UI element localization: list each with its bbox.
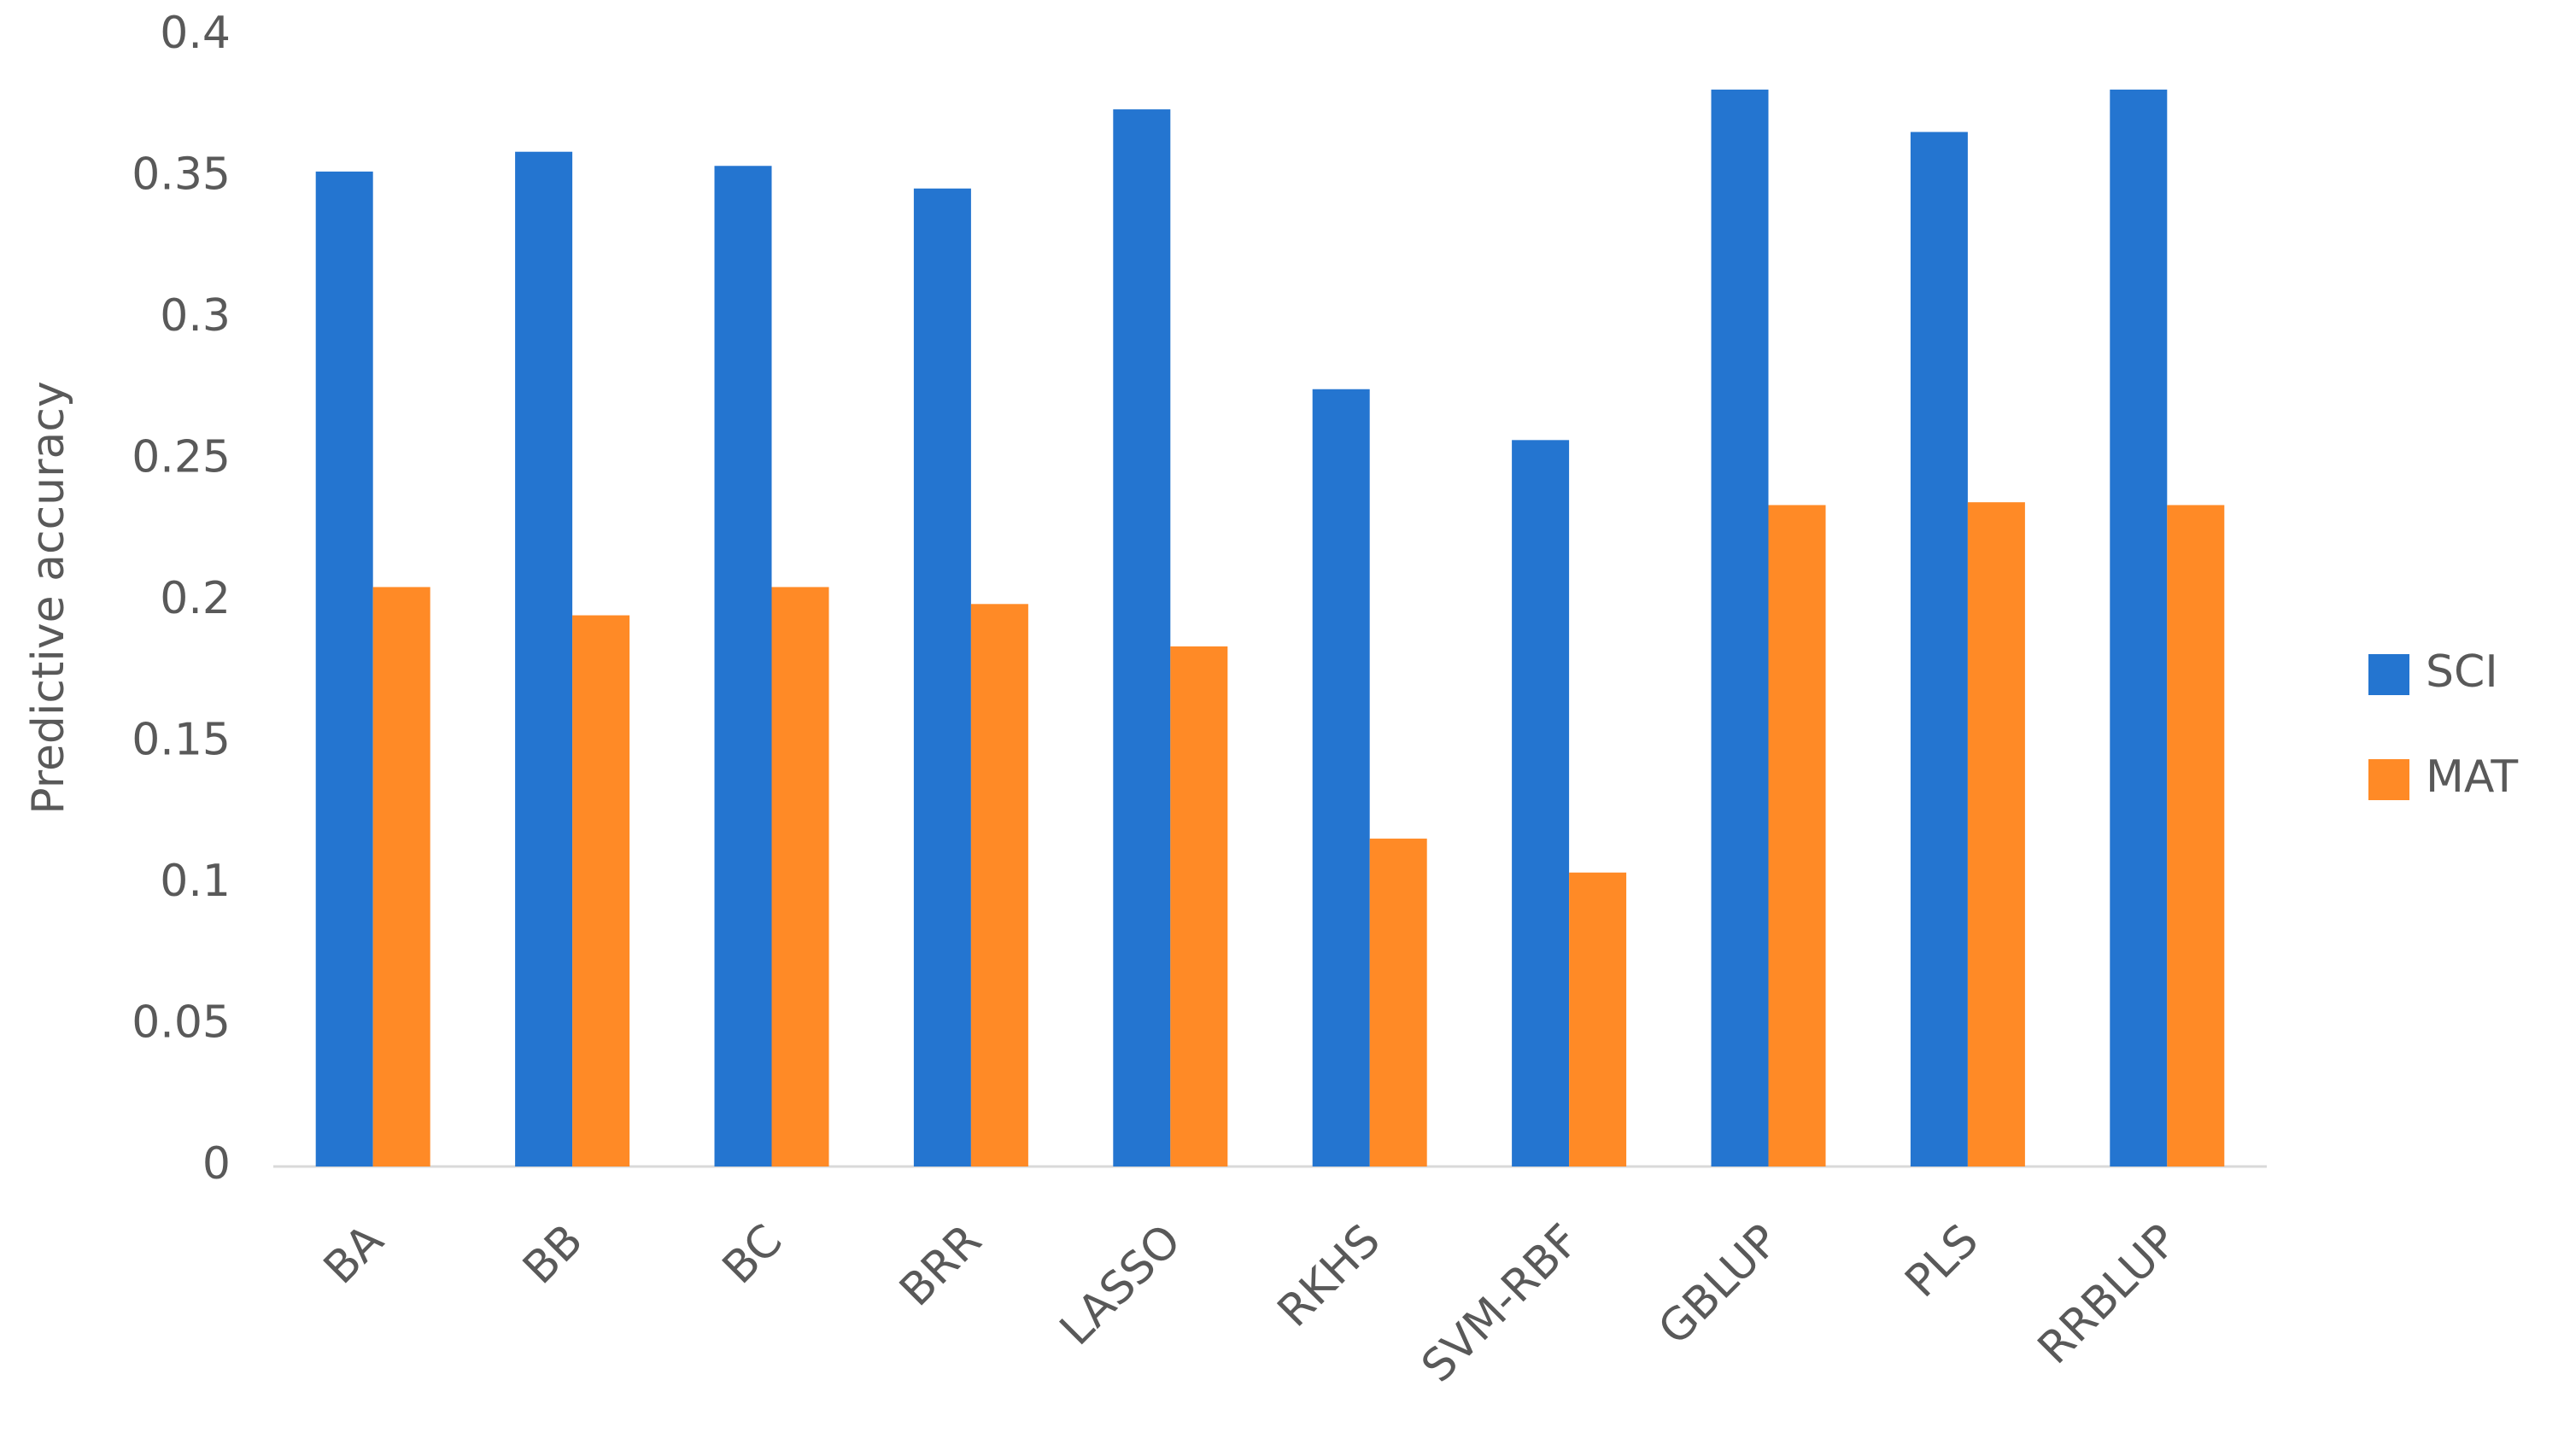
y-tick-label: 0.3: [160, 290, 231, 342]
y-tick-label: 0: [202, 1138, 231, 1190]
y-tick-label: 0.1: [160, 856, 231, 907]
bar: [572, 615, 630, 1167]
x-tick-label: BB: [513, 1215, 593, 1295]
y-tick-label: 0.05: [132, 997, 231, 1049]
x-tick-label: RKHS: [1268, 1215, 1390, 1337]
bar: [1967, 502, 2025, 1167]
bar: [1312, 389, 1370, 1167]
x-tick-label: GBLUP: [1649, 1215, 1789, 1355]
bar: [315, 171, 373, 1167]
bar: [2110, 89, 2168, 1167]
x-tick-label: BA: [314, 1214, 394, 1294]
legend-label: MAT: [2426, 751, 2518, 803]
legend-label: SCI: [2426, 646, 2498, 698]
bar: [1170, 646, 1228, 1167]
x-tick-label: SVM-RBF: [1412, 1215, 1589, 1393]
bar: [970, 604, 1028, 1167]
bar: [2167, 505, 2225, 1167]
y-tick-label: 0.4: [160, 8, 231, 59]
bar: [714, 166, 772, 1167]
x-tick-label: BC: [713, 1215, 793, 1295]
bar: [1512, 440, 1570, 1167]
bar: [1369, 839, 1427, 1167]
bar: [1768, 505, 1826, 1167]
legend-swatch: [2368, 759, 2409, 800]
bar: [1910, 132, 1968, 1167]
bar: [913, 188, 971, 1167]
x-tick-label: RRBLUP: [2028, 1215, 2187, 1374]
y-tick-label: 0.15: [132, 715, 231, 766]
legend-swatch: [2368, 654, 2409, 695]
bar: [1711, 89, 1769, 1167]
x-tick-label: PLS: [1896, 1215, 1988, 1307]
y-tick-label: 0.2: [160, 573, 231, 624]
y-axis-label: Predictive accuracy: [23, 381, 74, 814]
x-tick-label: BRR: [890, 1215, 992, 1317]
bar: [1569, 872, 1627, 1167]
y-tick-label: 0.25: [132, 432, 231, 483]
bar: [1113, 109, 1171, 1167]
x-tick-label: LASSO: [1051, 1215, 1191, 1356]
bar: [771, 587, 829, 1167]
bar: [372, 587, 430, 1167]
bar: [515, 151, 573, 1167]
y-tick-label: 0.35: [132, 149, 231, 201]
